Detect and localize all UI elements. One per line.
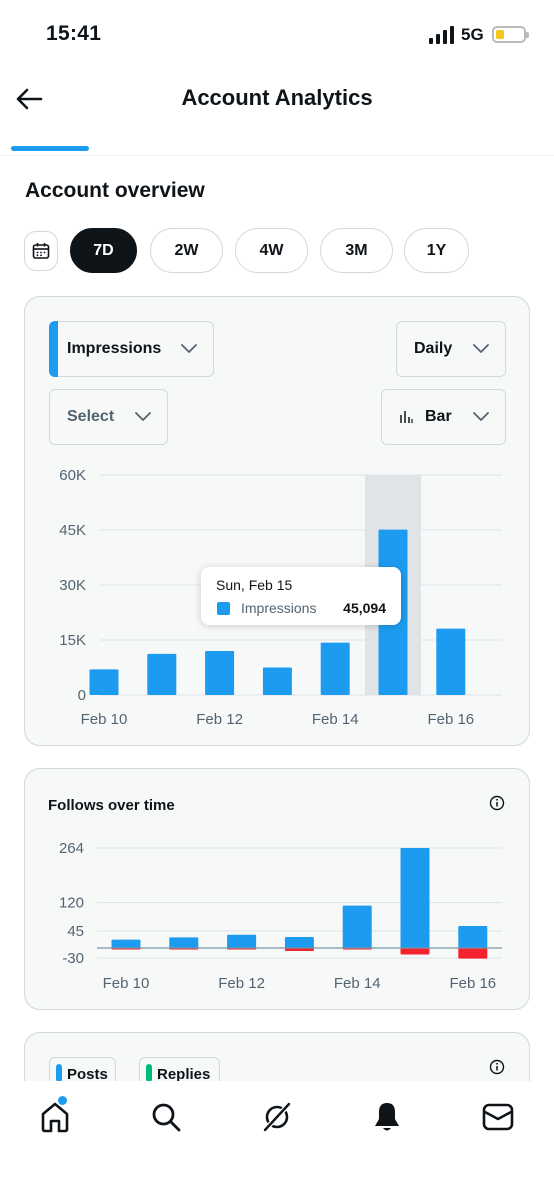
interval-dropdown[interactable]: Daily (396, 321, 506, 377)
tooltip-swatch (217, 602, 230, 615)
follows-card-title: Follows over time (48, 797, 175, 814)
bar-follows (227, 934, 257, 948)
bar-follows (284, 937, 314, 948)
home-icon (41, 1102, 69, 1133)
section-title: Account overview (25, 179, 205, 202)
bar-follows (342, 905, 372, 948)
bar-impressions (436, 628, 466, 695)
follows-card: Follows over time 264 120 45 -30 Feb 10 Feb 1… (24, 768, 530, 1010)
bar-follows (458, 926, 488, 948)
tooltip-series-name: Impressions (241, 600, 317, 616)
x-tick-label: Feb 10 (103, 975, 150, 992)
chart-tooltip: Sun, Feb 15 Impressions 45,094 (201, 567, 401, 625)
bar-follows (400, 848, 430, 948)
metric-dropdown-label: Impressions (67, 340, 162, 357)
chevron-down-icon (471, 339, 491, 359)
y-tick-label: 0 (78, 687, 86, 704)
impressions-card: Impressions Daily Select Bar 60K 45K 30K 15… (24, 296, 530, 746)
bar-follows (169, 937, 199, 948)
app-header: Account Analytics (0, 70, 554, 156)
chart-type-label: Bar (425, 408, 452, 425)
tooltip-date: Sun, Feb 15 (216, 577, 293, 593)
bar-chart-icon (399, 410, 413, 424)
info-icon[interactable] (489, 795, 505, 811)
nav-messages[interactable] (476, 1095, 520, 1139)
y-tick-label: 120 (59, 895, 84, 912)
calendar-icon (32, 243, 50, 259)
y-tick-label: 15K (59, 632, 86, 649)
y-tick-label: 30K (59, 577, 86, 594)
y-tick-label: -30 (62, 950, 84, 967)
x-tick-label: Feb 12 (218, 975, 265, 992)
nav-home[interactable] (33, 1095, 77, 1139)
notifications-icon (375, 1103, 399, 1131)
arrow-left-icon (16, 88, 43, 110)
range-7d-button[interactable]: 7D (70, 228, 137, 273)
status-time: 15:41 (46, 22, 102, 45)
range-2w-button[interactable]: 2W (150, 228, 223, 273)
x-tick-label: Feb 12 (196, 711, 243, 728)
bar-impressions (320, 642, 350, 695)
signal-icon (429, 26, 455, 44)
x-tick-label: Feb 14 (312, 711, 359, 728)
status-bar: 15:41 5G (0, 0, 554, 70)
legend-posts-color (56, 1064, 62, 1082)
range-4w-button[interactable]: 4W (235, 228, 308, 273)
nav-grok[interactable] (255, 1095, 299, 1139)
x-tick-label: Feb 16 (427, 711, 474, 728)
range-1y-button[interactable]: 1Y (404, 228, 469, 273)
bottom-navigation (0, 1081, 554, 1199)
chevron-down-icon (471, 407, 491, 427)
y-tick-label: 45 (67, 923, 84, 940)
follows-bar-chart[interactable]: 264 120 45 -30 Feb 10 Feb 12 Feb 14 Feb 16 (25, 769, 530, 1010)
bar-unfollows (284, 948, 314, 952)
x-tick-label: Feb 10 (81, 711, 128, 728)
bar-follows (111, 939, 141, 948)
compare-dropdown-label: Select (67, 408, 115, 425)
search-icon (152, 1103, 181, 1132)
compare-dropdown[interactable]: Select (49, 389, 168, 445)
chevron-down-icon (133, 407, 153, 427)
bar-impressions (205, 651, 235, 695)
nav-search[interactable] (144, 1095, 188, 1139)
bar-impressions (147, 653, 177, 695)
bar-unfollows (458, 948, 488, 959)
range-3m-button[interactable]: 3M (320, 228, 393, 273)
x-tick-label: Feb 14 (334, 975, 381, 992)
bar-unfollows (400, 948, 430, 955)
messages-icon (482, 1103, 514, 1131)
y-tick-label: 45K (59, 522, 86, 539)
back-button[interactable] (12, 82, 46, 116)
impressions-bar-chart[interactable]: 60K 45K 30K 15K 0 Feb 10 Feb 12 Feb 14 Feb 16 (25, 297, 530, 746)
interval-dropdown-label: Daily (414, 340, 453, 357)
y-tick-label: 60K (59, 467, 86, 484)
legend-replies-label: Replies (157, 1065, 211, 1083)
notification-dot (58, 1096, 67, 1105)
chevron-down-icon (179, 339, 199, 359)
info-icon[interactable] (489, 1059, 505, 1075)
bar-impressions (262, 667, 292, 695)
calendar-button[interactable] (24, 231, 58, 271)
tooltip-value: 45,094 (343, 600, 386, 616)
x-tick-label: Feb 16 (449, 975, 496, 992)
tab-indicator (11, 146, 89, 151)
battery-icon (492, 26, 529, 43)
nav-notifications[interactable] (365, 1095, 409, 1139)
metric-color-indicator (49, 321, 58, 377)
chart-type-dropdown[interactable]: Bar (381, 389, 506, 445)
page-title: Account Analytics (181, 85, 373, 110)
legend-posts-label: Posts (67, 1065, 108, 1083)
metric-dropdown[interactable]: Impressions (49, 321, 214, 377)
network-label: 5G (461, 25, 484, 44)
bar-impressions (89, 669, 119, 695)
legend-replies-color (146, 1064, 152, 1082)
grok-icon (262, 1101, 292, 1133)
y-tick-label: 264 (59, 840, 84, 857)
